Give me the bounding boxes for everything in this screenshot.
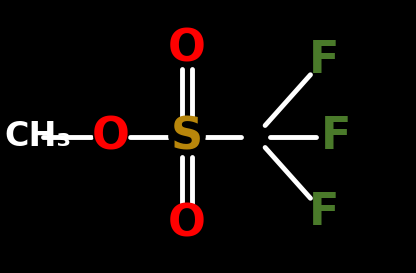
Text: O: O [92, 115, 129, 158]
Circle shape [320, 126, 351, 147]
Text: O: O [168, 202, 206, 245]
Text: F: F [308, 191, 339, 235]
Circle shape [169, 124, 205, 149]
Circle shape [94, 125, 128, 148]
Text: S: S [171, 115, 203, 158]
Text: CH₃: CH₃ [5, 120, 72, 153]
Text: F: F [320, 115, 351, 158]
Circle shape [170, 38, 204, 61]
Circle shape [308, 203, 339, 223]
Text: F: F [308, 38, 339, 82]
Circle shape [308, 50, 339, 70]
Circle shape [170, 212, 204, 235]
Text: O: O [168, 28, 206, 71]
